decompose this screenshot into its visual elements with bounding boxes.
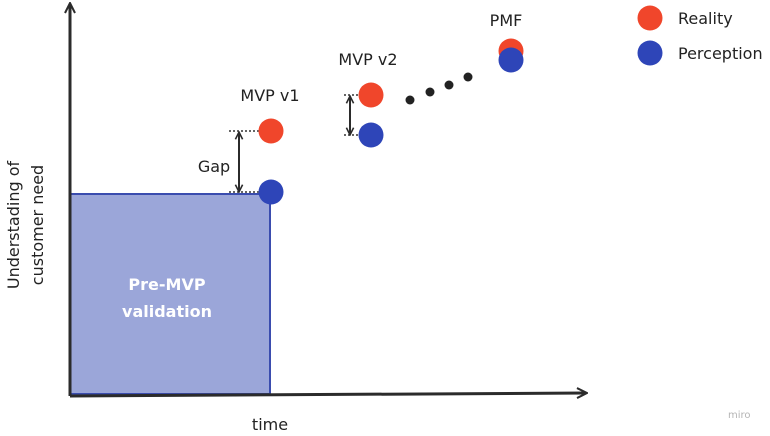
progress-dot-1: [405, 95, 415, 105]
milestone-label-mvp-v2: MVP v2: [338, 50, 397, 69]
milestone-label-mvp-v1: MVP v1: [240, 86, 299, 105]
pre-mvp-label-line1: Pre-MVP: [128, 275, 205, 294]
mvp-v1-reality-dot: [258, 118, 284, 144]
miro-watermark: miro: [728, 410, 751, 421]
pre-mvp-box: [69, 193, 271, 395]
progress-dot-4: [463, 72, 473, 82]
pre-mvp-label-line2: validation: [122, 302, 212, 321]
legend-reality-label: Reality: [678, 9, 733, 28]
y-axis-label-line2: customer need: [28, 165, 47, 285]
legend-reality-swatch: [637, 5, 663, 31]
progress-dot-2: [425, 87, 435, 97]
legend-perception-label: Perception: [678, 44, 763, 63]
x-axis-label: time: [252, 415, 288, 434]
progress-dot-3: [444, 80, 454, 90]
milestone-label-pmf: PMF: [490, 11, 523, 30]
mvp-v1-perception-dot: [258, 179, 284, 205]
gap-label: Gap: [198, 157, 230, 176]
y-axis-label-line1: Understading of: [4, 161, 23, 290]
legend-perception-swatch: [637, 40, 663, 66]
pmf-perception-dot: [498, 47, 524, 73]
x-axis: [69, 393, 586, 396]
mvp-v2-perception-dot: [358, 122, 384, 148]
mvp-v2-reality-dot: [358, 82, 384, 108]
